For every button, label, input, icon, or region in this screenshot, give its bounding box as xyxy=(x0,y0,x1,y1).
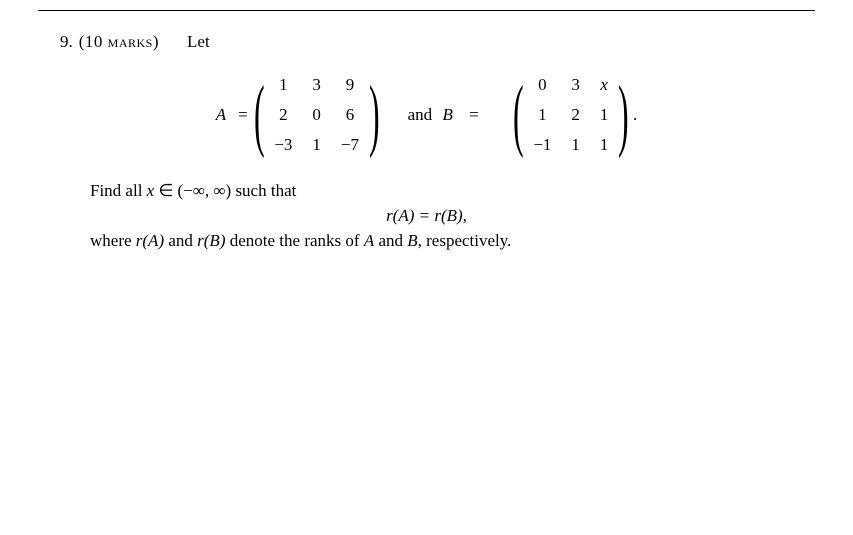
left-paren-B: ( xyxy=(513,83,524,147)
such-that: such that xyxy=(235,181,296,200)
matrix-B: 03x121−111 xyxy=(523,70,618,160)
period: . xyxy=(633,105,637,125)
question-content: 9. (10 marks) Let A = ( 139206−31−7 ) an… xyxy=(60,32,793,253)
in-range: ∈ (−∞, ∞) xyxy=(154,181,235,200)
equals-B: = xyxy=(469,105,479,124)
matrix-cell: 2 xyxy=(561,100,590,130)
right-paren-B: ) xyxy=(618,83,629,147)
A-word: A xyxy=(364,231,374,250)
matrix-cell: 1 xyxy=(302,130,331,160)
matrix-cell: 0 xyxy=(523,70,561,100)
A-label: A xyxy=(216,105,226,125)
matrix-display: A = ( 139206−31−7 ) and B = ( 03x121−111… xyxy=(60,70,793,160)
left-paren-A: ( xyxy=(254,83,265,147)
let-word: Let xyxy=(187,32,210,52)
right-paren-A: ) xyxy=(369,83,380,147)
matrix-cell: 1 xyxy=(561,130,590,160)
matrix-cell: 9 xyxy=(331,70,369,100)
matrix-cell: −7 xyxy=(331,130,369,160)
B-word: B xyxy=(407,231,417,250)
matrix-cell: 2 xyxy=(264,100,302,130)
matrix-cell: 1 xyxy=(264,70,302,100)
matrix-cell: 6 xyxy=(331,100,369,130)
and-word: and B = xyxy=(408,105,485,125)
and-word3: and xyxy=(374,231,407,250)
where-line: where r(A) and r(B) denote the ranks of … xyxy=(90,228,793,254)
rank-eq-text: r(A) = r(B), xyxy=(386,206,467,225)
rank-equation: r(A) = r(B), xyxy=(60,206,793,226)
find-prefix: Find all xyxy=(90,181,147,200)
matrix-cell: 1 xyxy=(590,130,619,160)
top-rule xyxy=(38,10,815,11)
matrix-cell: 1 xyxy=(590,100,619,130)
matrix-cell: 0 xyxy=(302,100,331,130)
denote: denote the ranks of xyxy=(225,231,363,250)
question-header: 9. (10 marks) Let xyxy=(60,32,793,52)
and-text: and xyxy=(408,105,433,124)
rA: r(A) xyxy=(136,231,164,250)
B-label: B xyxy=(442,105,452,124)
marks-label: (10 marks) xyxy=(79,32,159,52)
matrix-cell: 3 xyxy=(561,70,590,100)
respectively: , respectively. xyxy=(418,231,512,250)
matrix-B-group: ( 03x121−111 ) . xyxy=(513,70,638,160)
find-line: Find all x ∈ (−∞, ∞) such that xyxy=(90,178,793,204)
where-prefix: where xyxy=(90,231,136,250)
matrix-cell: 3 xyxy=(302,70,331,100)
matrix-cell: −1 xyxy=(523,130,561,160)
matrix-A: 139206−31−7 xyxy=(264,70,369,160)
matrix-cell: 1 xyxy=(523,100,561,130)
matrix-A-group: A = ( 139206−31−7 ) xyxy=(216,70,380,160)
equals-A: = xyxy=(238,105,248,125)
rB: r(B) xyxy=(197,231,225,250)
matrix-cell: −3 xyxy=(264,130,302,160)
matrix-cell: x xyxy=(590,70,619,100)
and-word2: and xyxy=(164,231,197,250)
question-number: 9. xyxy=(60,32,73,52)
